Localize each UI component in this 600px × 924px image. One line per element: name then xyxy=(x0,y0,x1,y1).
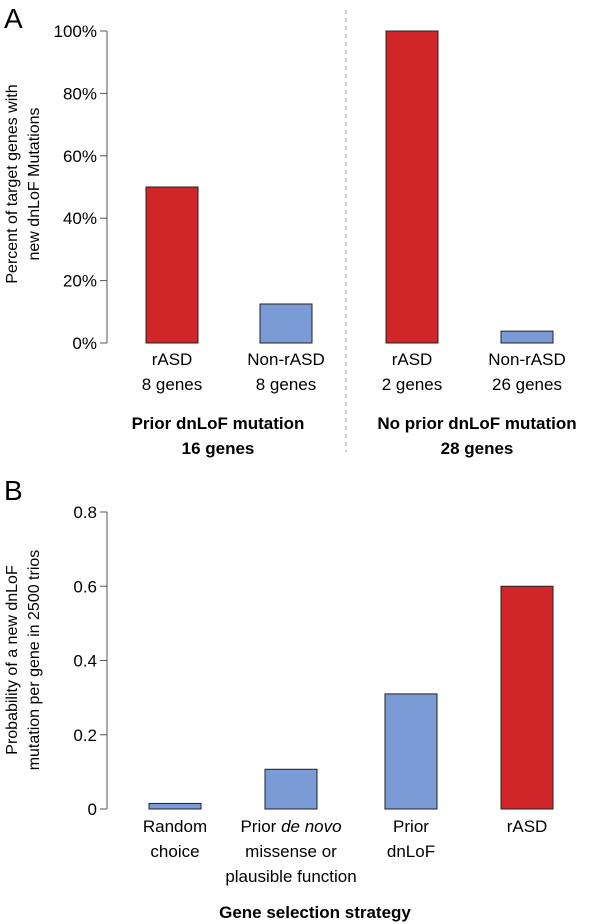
y-tick-label: 0% xyxy=(72,334,97,353)
chart-marks: 0% 20% 40% 60% 80% 100% rASD 8 genes Non-rASD 8 g… xyxy=(54,22,566,886)
bar xyxy=(259,303,313,344)
panel-a-ylabel-line-1: Percent of target genes with xyxy=(4,84,21,283)
category-label: Random xyxy=(143,817,207,836)
category-label: dnLoF xyxy=(387,842,435,861)
category-label: Prior de novo xyxy=(240,817,341,836)
y-tick-label: 60% xyxy=(63,147,97,166)
panel-b-xlabel: Gene selection strategy xyxy=(219,903,411,922)
category-label: Non-rASD xyxy=(488,350,565,369)
y-tick-label: 20% xyxy=(63,272,97,291)
y-tick-label: 0.2 xyxy=(73,726,97,745)
panel-b-ylabel-line-2: mutation per gene in 2500 trios xyxy=(26,550,43,771)
bar xyxy=(384,693,438,810)
panel-a-ylabel-line-2: new dnLoF Mutations xyxy=(26,108,43,261)
category-label: 8 genes xyxy=(142,375,203,394)
bar xyxy=(385,30,439,344)
category-label: 8 genes xyxy=(256,375,317,394)
group-label-2-line-1: No prior dnLoF mutation xyxy=(377,414,576,433)
category-label: plausible function xyxy=(225,867,356,886)
bar xyxy=(500,585,554,810)
y-tick-label: 40% xyxy=(63,209,97,228)
y-tick-label: 0 xyxy=(88,800,97,819)
group-label-1-line-2: 16 genes xyxy=(182,439,255,458)
bar xyxy=(500,330,554,344)
category-label: 26 genes xyxy=(492,375,562,394)
category-label: 2 genes xyxy=(382,375,443,394)
category-label: missense or xyxy=(245,842,337,861)
y-tick-label: 0.4 xyxy=(73,652,97,671)
y-tick-label: 0.6 xyxy=(73,577,97,596)
panel-a-letter: A xyxy=(4,3,23,34)
group-label-2-line-2: 28 genes xyxy=(441,439,514,458)
category-label: rASD xyxy=(507,817,548,836)
category-label: rASD xyxy=(152,350,193,369)
category-label: Non-rASD xyxy=(247,350,324,369)
group-label-1-line-1: Prior dnLoF mutation xyxy=(132,414,305,433)
bar xyxy=(264,768,318,810)
y-tick-label: 80% xyxy=(63,84,97,103)
y-tick-label: 0.8 xyxy=(73,503,97,522)
panel-b-letter: B xyxy=(4,475,23,506)
panel-b-ylabel-line-1: Probability of a new dnLoF xyxy=(4,565,21,755)
category-label: Prior xyxy=(393,817,429,836)
bar xyxy=(148,802,202,810)
category-label: rASD xyxy=(392,350,433,369)
bar xyxy=(145,186,199,344)
y-tick-label: 100% xyxy=(54,22,97,41)
category-label: choice xyxy=(150,842,199,861)
